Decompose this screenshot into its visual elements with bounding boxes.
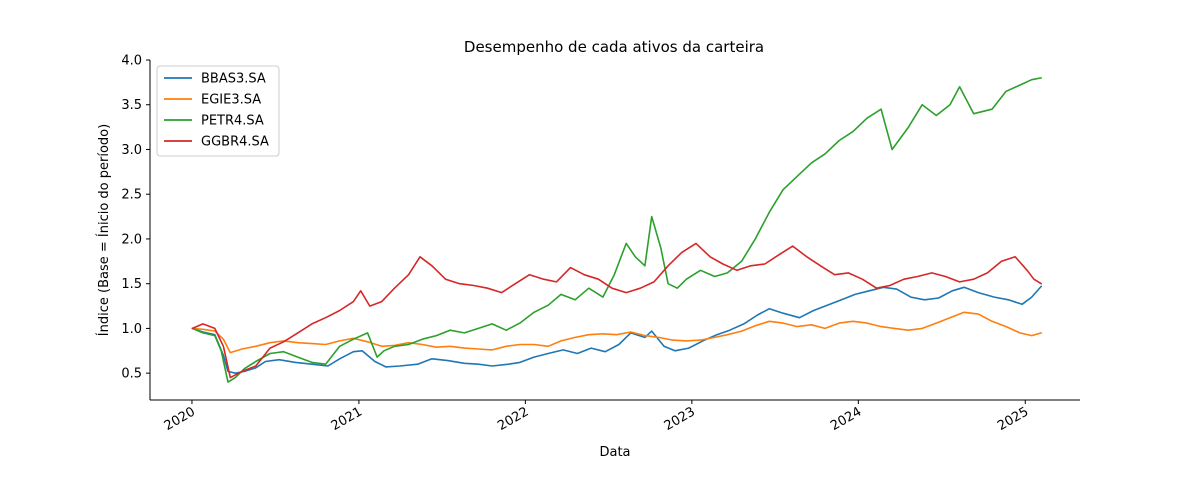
y-axis-ticks: 0.5 1.0 1.5 2.0 2.5 3.0 3.5 4.0 [121,54,150,382]
legend-label: GGBR4.SA [201,135,269,150]
legend-label: PETR4.SA [201,114,264,129]
y-tick-label: 2.5 [121,188,142,203]
y-axis-label: Índice (Base = Ínicio do período) [96,124,112,336]
legend-box [156,65,280,157]
legend-items: BBAS3.SA EGIE3.SA PETR4.SA GGBR4.SA [164,72,269,150]
x-tick-label: 2025 [995,404,1031,434]
y-tick-label: 1.0 [121,322,142,337]
y-tick-label: 2.0 [121,232,142,247]
x-axis-ticks: 2020 2021 2022 2023 2024 2025 [162,400,1031,434]
chart-title: Desempenho de cada ativos da carteira [464,38,764,56]
y-tick-label: 1.5 [121,277,142,292]
series-line-ggbr4-sa [191,242,1042,379]
y-tick-label: 4.0 [121,54,142,69]
x-tick-label: 2020 [162,404,198,434]
x-tick-label: 2023 [662,404,698,434]
series-line-petr4-sa [191,77,1042,383]
series-line-egie3-sa [191,311,1042,354]
legend-label: BBAS3.SA [201,72,266,87]
y-tick-label: 3.0 [121,143,142,158]
x-tick-label: 2024 [828,404,864,434]
x-tick-label: 2021 [329,404,365,434]
y-tick-label: 0.5 [121,367,142,382]
series-lines-layer [191,77,1042,383]
x-tick-label: 2022 [495,404,531,434]
legend-label: EGIE3.SA [201,93,261,108]
chart-legend: BBAS3.SA EGIE3.SA PETR4.SA GGBR4.SA [156,65,280,157]
y-tick-label: 3.5 [121,98,142,113]
x-axis-label: Data [599,445,630,460]
series-line-bbas3-sa [191,285,1042,375]
